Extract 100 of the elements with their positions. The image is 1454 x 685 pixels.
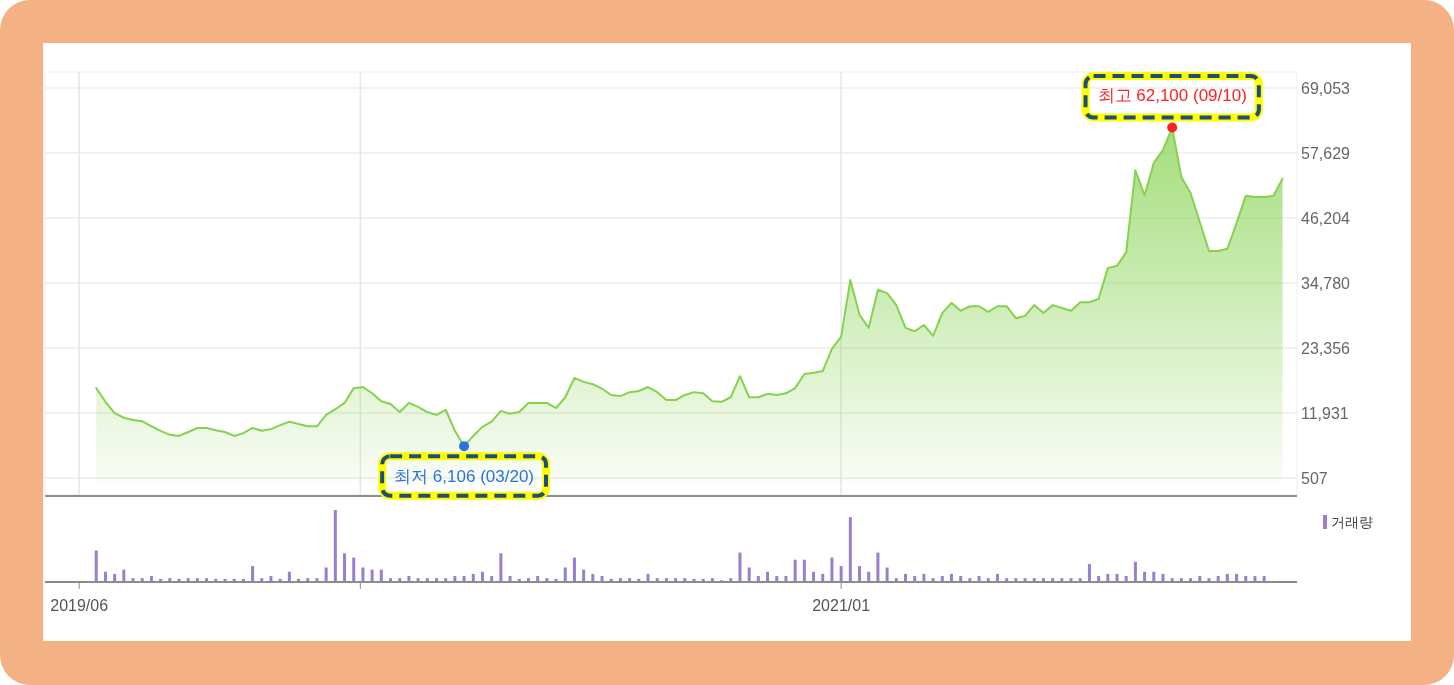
bar bbox=[416, 578, 420, 581]
bar bbox=[287, 571, 291, 581]
bar bbox=[710, 578, 714, 581]
bar bbox=[453, 576, 457, 581]
bar bbox=[269, 576, 273, 581]
bar bbox=[600, 576, 604, 581]
legend-label: 거래량 bbox=[1331, 514, 1373, 530]
bar bbox=[517, 578, 521, 581]
bar bbox=[425, 578, 429, 581]
bar bbox=[131, 578, 135, 581]
bar bbox=[867, 571, 871, 581]
bar bbox=[205, 578, 209, 581]
y-tick-label: 23,356 bbox=[1301, 339, 1351, 357]
bar bbox=[1023, 578, 1027, 581]
bar bbox=[839, 566, 843, 581]
bar bbox=[885, 567, 889, 581]
bar bbox=[260, 578, 264, 581]
bar bbox=[241, 578, 245, 581]
bar bbox=[1152, 571, 1156, 581]
bar bbox=[352, 557, 356, 581]
bar bbox=[1216, 576, 1220, 581]
bar bbox=[306, 578, 310, 581]
bar bbox=[821, 573, 825, 581]
bar bbox=[563, 567, 567, 581]
bar bbox=[343, 553, 347, 581]
bar bbox=[526, 578, 530, 581]
bar bbox=[462, 576, 466, 581]
bar bbox=[398, 578, 402, 581]
bar bbox=[1225, 573, 1229, 581]
bar bbox=[913, 576, 917, 581]
bar bbox=[628, 578, 632, 581]
annotation: 최고 62,100 (09/10) bbox=[1097, 86, 1247, 106]
bar bbox=[582, 569, 586, 581]
bar bbox=[1170, 578, 1174, 581]
bar bbox=[94, 550, 98, 581]
bar bbox=[848, 517, 852, 581]
bar bbox=[168, 578, 172, 581]
bar bbox=[490, 576, 494, 581]
bar bbox=[1014, 578, 1018, 581]
bar bbox=[683, 578, 687, 581]
bar bbox=[1235, 573, 1239, 581]
bar bbox=[159, 578, 163, 581]
bar bbox=[775, 576, 779, 581]
bar bbox=[692, 578, 696, 581]
bar bbox=[1161, 573, 1165, 581]
bar bbox=[747, 567, 751, 581]
bar bbox=[738, 552, 742, 581]
bar bbox=[1078, 578, 1082, 581]
bar bbox=[931, 578, 935, 581]
y-tick-label: 34,780 bbox=[1301, 274, 1351, 292]
bar bbox=[480, 571, 484, 581]
bar bbox=[1262, 576, 1266, 581]
bar bbox=[1207, 578, 1211, 581]
bar bbox=[876, 552, 880, 581]
bar bbox=[545, 578, 549, 581]
bar bbox=[1179, 578, 1183, 581]
bar bbox=[315, 578, 319, 581]
y-tick-label: 57,629 bbox=[1301, 144, 1351, 162]
x-tick-label: 2019/06 bbox=[50, 597, 109, 614]
bar bbox=[1253, 576, 1257, 581]
bar bbox=[251, 566, 255, 581]
bar bbox=[1133, 561, 1137, 581]
bar bbox=[1069, 578, 1073, 581]
bar bbox=[766, 571, 770, 581]
bar bbox=[122, 569, 126, 581]
bar bbox=[1124, 576, 1128, 581]
bar bbox=[830, 557, 834, 581]
bar bbox=[664, 578, 668, 581]
bar bbox=[1143, 571, 1147, 581]
bar bbox=[858, 566, 862, 581]
bar bbox=[894, 578, 898, 581]
bar bbox=[655, 578, 659, 581]
bar bbox=[278, 578, 282, 581]
bar bbox=[435, 578, 438, 581]
bar bbox=[536, 576, 540, 581]
bar bbox=[214, 578, 218, 581]
bar bbox=[977, 576, 981, 581]
bar bbox=[940, 576, 944, 581]
bar bbox=[1032, 578, 1036, 581]
bar bbox=[637, 578, 641, 581]
bar bbox=[968, 578, 972, 581]
bar bbox=[572, 557, 576, 581]
bar bbox=[1087, 563, 1091, 581]
bar bbox=[986, 578, 990, 581]
bar bbox=[1244, 576, 1248, 581]
bar bbox=[646, 573, 650, 581]
bar bbox=[499, 553, 503, 581]
y-tick-label: 11,931 bbox=[1301, 404, 1349, 422]
bar bbox=[297, 578, 301, 581]
bar bbox=[149, 576, 153, 581]
bar bbox=[609, 578, 613, 581]
bar bbox=[361, 567, 365, 581]
bar bbox=[784, 576, 788, 581]
bar bbox=[949, 573, 953, 581]
bar bbox=[554, 578, 558, 581]
bar bbox=[701, 578, 705, 581]
bar bbox=[904, 573, 907, 581]
bar bbox=[756, 576, 760, 581]
bar bbox=[333, 510, 337, 581]
bar bbox=[1198, 576, 1202, 581]
